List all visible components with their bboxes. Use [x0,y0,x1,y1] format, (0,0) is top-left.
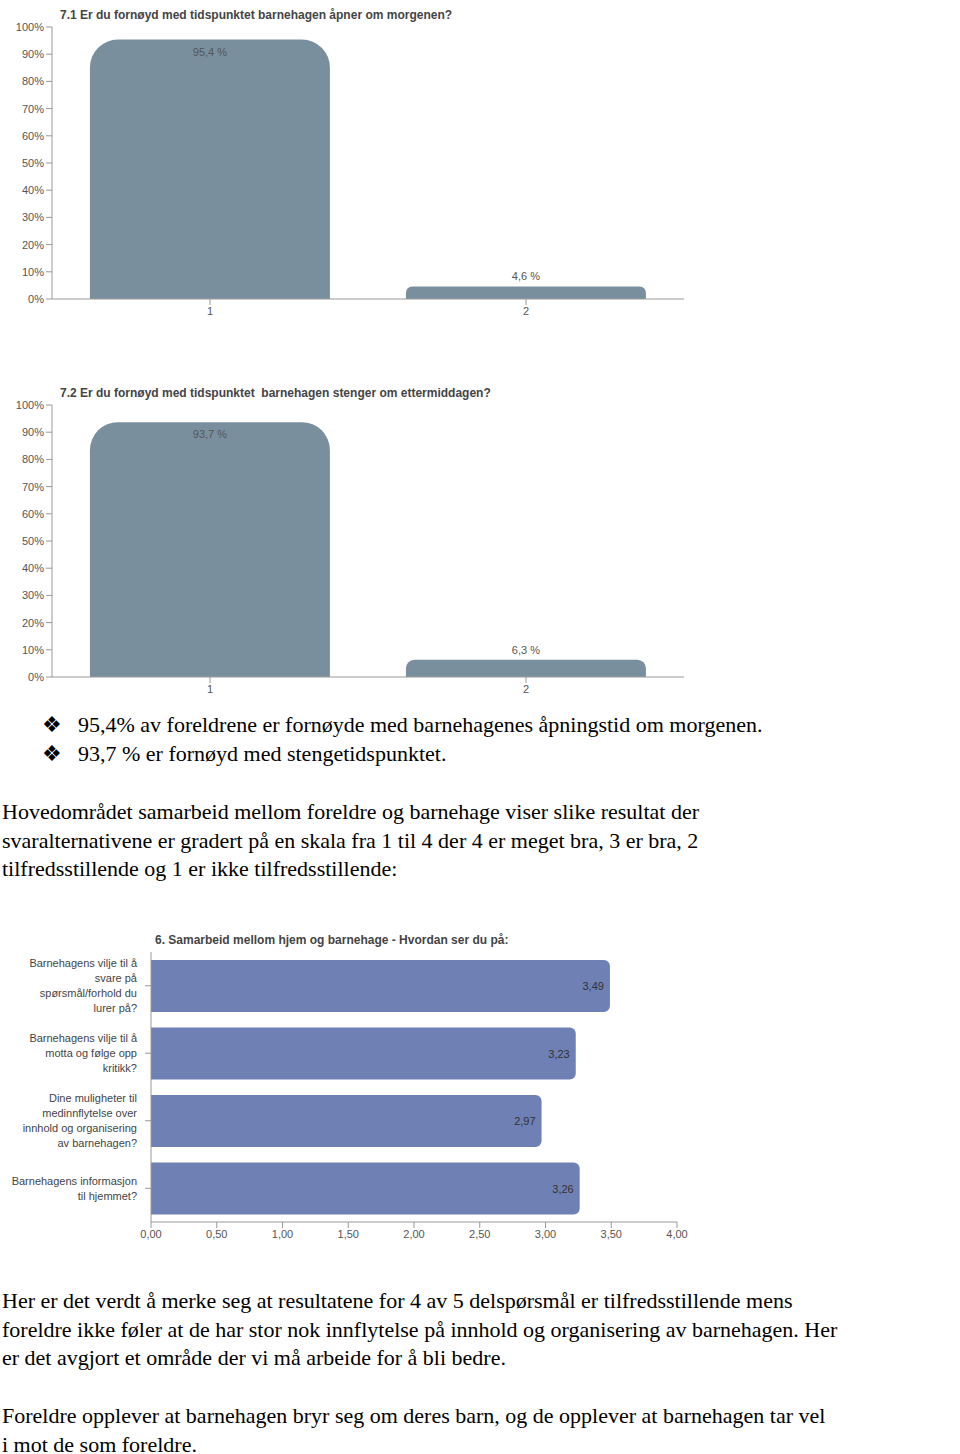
svg-text:6,3 %: 6,3 % [512,644,540,656]
svg-text:Barnehagens informasjontil hje: Barnehagens informasjontil hjemmet? [12,1175,137,1202]
svg-text:100%: 100% [16,21,44,33]
svg-text:1,00: 1,00 [272,1228,293,1240]
html-text:Hovedområdet samarbeid mellom: Hovedområdet samarbeid mellom foreldre o… [2,799,699,824]
svg-text:95,4 %: 95,4 % [193,46,227,58]
svg-text:Barnehagens vilje til åmotta o: Barnehagens vilje til åmotta og følge op… [29,1032,138,1074]
svg-text:70%: 70% [22,481,44,493]
svg-text:2,00: 2,00 [403,1228,424,1240]
html-text:Her er det verdt å merke seg a: Her er det verdt å merke seg at resultat… [2,1288,793,1313]
svg-text:0,00: 0,00 [140,1228,161,1240]
html-text:foreldre ikke føler at de har: foreldre ikke føler at de har stor nok i… [2,1316,838,1342]
html-text:tilfredsstillende og 1 er ikke: tilfredsstillende og 1 er ikke tilfredss… [2,856,398,881]
svg-text:70%: 70% [22,103,44,115]
svg-text:80%: 80% [22,75,44,87]
svg-text:90%: 90% [22,426,44,438]
svg-text:90%: 90% [22,48,44,60]
svg-text:50%: 50% [22,157,44,169]
svg-text:10%: 10% [22,266,44,278]
svg-text:Barnehagens vilje til åsvare p: Barnehagens vilje til åsvare påspørsmål/… [29,957,138,1014]
svg-text:40%: 40% [22,562,44,574]
html-text:95,4% av foreldrene er fornøyd: 95,4% av foreldrene er fornøyde med barn… [78,712,763,737]
svg-text:80%: 80% [22,453,44,465]
svg-text:60%: 60% [22,508,44,520]
html-text:7.2 Er du fornøyd med tidspunk: 7.2 Er du fornøyd med tidspunktet barneh… [60,386,491,400]
html-text:svaralternativene er gradert p: svaralternativene er gradert på en skala… [2,827,699,853]
html-text:er det avgjort et område der v: er det avgjort et område der vi må arbei… [2,1345,506,1370]
svg-text:4,00: 4,00 [666,1228,687,1240]
svg-text:60%: 60% [22,130,44,142]
svg-text:40%: 40% [22,184,44,196]
html-text:6. Samarbeid mellom hjem og ba: 6. Samarbeid mellom hjem og barnehage - … [155,933,509,947]
svg-text:0,50: 0,50 [206,1228,227,1240]
svg-text:1: 1 [207,305,213,317]
html-text:93,7 % er fornøyd med stengeti: 93,7 % er fornøyd med stengetidspunktet. [78,741,447,766]
svg-text:20%: 20% [22,239,44,251]
svg-text:0%: 0% [28,671,44,683]
svg-text:3,50: 3,50 [601,1228,622,1240]
svg-text:50%: 50% [22,535,44,547]
svg-text:2: 2 [523,683,529,695]
svg-text:2: 2 [523,305,529,317]
svg-text:10%: 10% [22,644,44,656]
svg-text:3,23: 3,23 [548,1048,569,1060]
svg-text:4,6 %: 4,6 % [512,270,540,282]
svg-text:3,26: 3,26 [552,1183,573,1195]
svg-text:Dine muligheter tilmedinnflyte: Dine muligheter tilmedinnflytelse overin… [23,1092,138,1149]
html-text:7.1 Er du fornøyd med tidspunk: 7.1 Er du fornøyd med tidspunktet barneh… [60,8,453,22]
svg-text:30%: 30% [22,589,44,601]
svg-text:3,49: 3,49 [583,980,604,992]
svg-text:3,00: 3,00 [535,1228,556,1240]
svg-text:2,97: 2,97 [514,1115,535,1127]
svg-text:1: 1 [207,683,213,695]
svg-text:93,7 %: 93,7 % [193,428,227,440]
svg-text:2,50: 2,50 [469,1228,490,1240]
svg-text:1,50: 1,50 [338,1228,359,1240]
svg-text:0%: 0% [28,293,44,305]
svg-text:20%: 20% [22,617,44,629]
html-text:Foreldre opplever at barnehage: Foreldre opplever at barnehagen bryr seg… [2,1403,826,1428]
svg-text:30%: 30% [22,211,44,223]
svg-text:100%: 100% [16,399,44,411]
